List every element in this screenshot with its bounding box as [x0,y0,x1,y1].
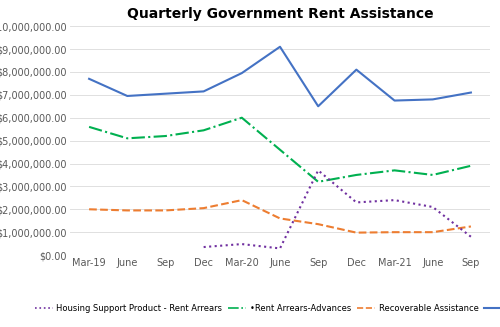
Title: Quarterly Government Rent Assistance: Quarterly Government Rent Assistance [126,7,434,21]
Legend: Housing Support Product - Rent Arrears, •Rent Arrears-Advances, Recoverable Assi: Housing Support Product - Rent Arrears, … [32,301,500,316]
